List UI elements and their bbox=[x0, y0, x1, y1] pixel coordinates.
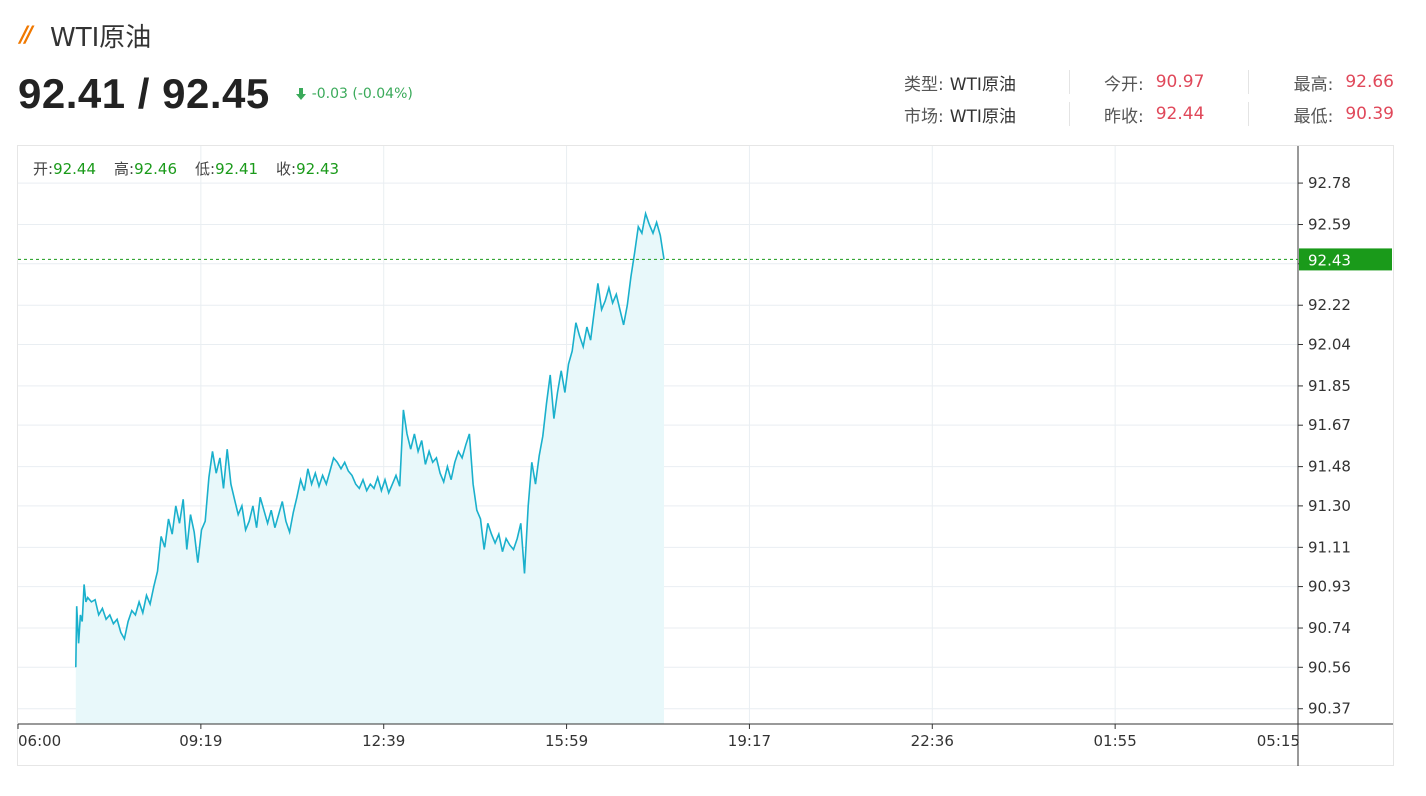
ohlc-readout: 开:92.44 高:92.46 低:92.41 收:92.43 bbox=[33, 158, 339, 179]
chart-container[interactable] bbox=[17, 145, 1394, 766]
open-value: 90.97 bbox=[1155, 72, 1205, 92]
info-market: 市场: WTI原油 bbox=[904, 102, 1070, 127]
x-tick-label: 12:39 bbox=[362, 732, 405, 750]
price-area-fill bbox=[75, 213, 665, 724]
x-tick-label: 05:15 bbox=[1257, 732, 1300, 750]
y-tick-label: 91.11 bbox=[1308, 538, 1351, 556]
low-value: 90.39 bbox=[1345, 104, 1394, 124]
y-tick-label: 90.74 bbox=[1308, 619, 1351, 637]
quote-info-panel: 类型: WTI原油 今开: 90.97 最高: 92.66 市场: WTI原油 … bbox=[904, 70, 1394, 127]
ohlc-close: 收:92.43 bbox=[276, 160, 340, 178]
instrument-title: WTI原油 bbox=[50, 22, 152, 53]
info-high: 最高: 92.66 bbox=[1249, 70, 1394, 95]
y-tick-label: 91.85 bbox=[1308, 377, 1351, 395]
prev-close-value: 92.44 bbox=[1155, 104, 1205, 124]
brand-slash-icon: // bbox=[20, 22, 33, 48]
y-tick-label: 92.78 bbox=[1308, 174, 1351, 192]
low-label: 最低: bbox=[1293, 106, 1334, 127]
ohlc-high: 高:92.46 bbox=[114, 160, 178, 178]
title-row: // WTI原油 bbox=[20, 18, 152, 53]
y-tick-label: 92.59 bbox=[1308, 216, 1351, 234]
x-tick-label: 22:36 bbox=[911, 732, 954, 750]
y-tick-label: 92.22 bbox=[1308, 296, 1351, 314]
high-value: 92.66 bbox=[1345, 72, 1394, 92]
y-tick-label: 91.30 bbox=[1308, 497, 1351, 515]
y-tick-label: 90.93 bbox=[1308, 578, 1351, 596]
x-tick-label: 06:00 bbox=[18, 732, 61, 750]
type-label: 类型: bbox=[904, 74, 944, 95]
y-tick-label: 92.04 bbox=[1308, 335, 1351, 353]
price-change-value: -0.03 (-0.04%) bbox=[311, 86, 413, 102]
price-change: -0.03 (-0.04%) bbox=[295, 86, 413, 102]
open-label: 今开: bbox=[1104, 74, 1144, 95]
y-tick-label: 91.67 bbox=[1308, 416, 1351, 434]
market-label: 市场: bbox=[904, 106, 944, 127]
price-line bbox=[75, 210, 665, 668]
price-row: 92.41 / 92.45 -0.03 (-0.04%) bbox=[18, 70, 413, 118]
info-open: 今开: 90.97 bbox=[1070, 70, 1249, 95]
info-type: 类型: WTI原油 bbox=[904, 70, 1070, 95]
high-label: 最高: bbox=[1293, 74, 1334, 95]
current-price-badge bbox=[1299, 248, 1392, 271]
info-low: 最低: 90.39 bbox=[1249, 102, 1394, 127]
current-price-label: 92.43 bbox=[1308, 251, 1351, 269]
chart-axes: 92.7892.5992.4192.2292.0491.8591.6791.48… bbox=[17, 146, 1393, 766]
down-arrow-icon bbox=[295, 88, 306, 100]
ohlc-open: 开:92.44 bbox=[33, 160, 97, 178]
type-value: WTI原油 bbox=[949, 74, 1016, 95]
x-tick-label: 15:59 bbox=[545, 732, 588, 750]
x-tick-label: 09:19 bbox=[179, 732, 222, 750]
info-prev-close: 昨收: 92.44 bbox=[1070, 102, 1249, 127]
y-tick-label: 91.48 bbox=[1308, 458, 1351, 476]
y-tick-label: 90.56 bbox=[1308, 658, 1351, 676]
x-tick-label: 19:17 bbox=[728, 732, 771, 750]
y-tick-label: 90.37 bbox=[1308, 700, 1351, 718]
ohlc-low: 低:92.41 bbox=[195, 160, 259, 178]
market-value: WTI原油 bbox=[949, 106, 1016, 127]
x-tick-label: 01:55 bbox=[1094, 732, 1137, 750]
bid-ask-price: 92.41 / 92.45 bbox=[18, 70, 270, 117]
prev-close-label: 昨收: bbox=[1104, 106, 1144, 127]
